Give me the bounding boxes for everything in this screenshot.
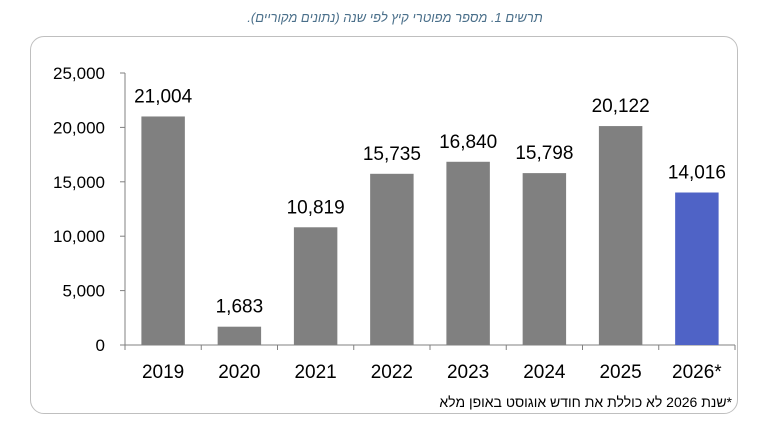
x-tick-label: 2024 — [523, 362, 566, 383]
y-tick-label: 25,000 — [53, 64, 105, 83]
x-tick-label: 2023 — [447, 362, 489, 383]
x-tick-label: 2022 — [371, 362, 413, 383]
data-label: 21,004 — [134, 86, 193, 107]
y-tick-label: 0 — [96, 336, 105, 355]
chart-labels: 21,004 2019 1,683 2020 10,819 2021 15,735 2022 1… — [134, 86, 726, 383]
bar-2024 — [522, 173, 567, 345]
data-label: 15,798 — [515, 143, 573, 164]
chart-bars — [141, 116, 719, 346]
bar-2021 — [293, 227, 338, 345]
bar-2025 — [598, 126, 643, 346]
data-label: 20,122 — [592, 96, 650, 117]
x-tick-label: 2021 — [294, 362, 336, 383]
y-tick-label: 10,000 — [53, 227, 105, 246]
data-label: 14,016 — [668, 163, 726, 184]
x-tick-label: 2020 — [218, 362, 260, 383]
bar-2019 — [141, 116, 185, 346]
chart-axes: 0 5,000 10,000 15,000 20,000 25,000 — [53, 64, 736, 355]
data-label: 1,683 — [216, 297, 264, 318]
data-label: 15,735 — [363, 144, 421, 165]
x-tick-label: 2025 — [599, 362, 641, 383]
x-tick-label: 2019 — [142, 362, 184, 383]
data-label: 16,840 — [439, 132, 497, 153]
bar-2022 — [370, 173, 414, 345]
y-tick-label: 5,000 — [62, 282, 105, 301]
chart-footnote: *שנת 2026 לא כוללת את חודש אוגוסט באופן … — [439, 394, 732, 410]
y-tick-label: 20,000 — [53, 118, 105, 137]
bar-2026-partial — [675, 192, 719, 345]
chart-caption: תרשים 1. מספר מפוטרי קיץ לפי שנה (נתונים… — [247, 10, 543, 25]
x-tick-label: 2026* — [672, 362, 722, 383]
y-tick-label: 15,000 — [53, 173, 105, 192]
bar-2020 — [217, 326, 262, 345]
bar-2023 — [446, 161, 490, 345]
data-label: 10,819 — [287, 197, 345, 218]
